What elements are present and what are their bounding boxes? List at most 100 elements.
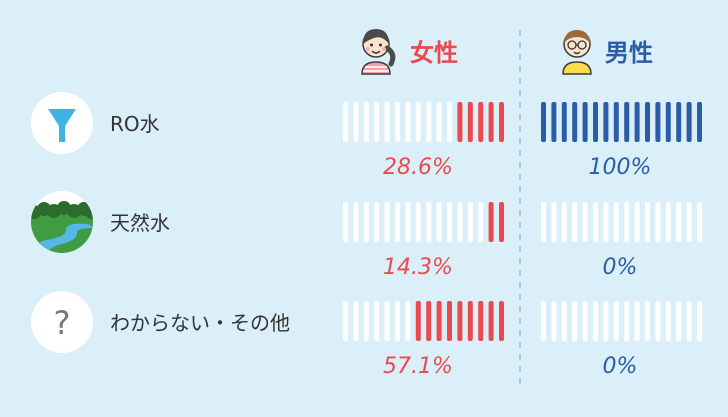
bar-segment-male-1-14	[686, 202, 692, 242]
bar-segment-male-2-0	[541, 301, 546, 341]
bar-segment-female-2-13	[478, 301, 484, 341]
bar-segment-female-0-7	[415, 102, 421, 142]
man-avatar-icon	[562, 30, 592, 75]
bar-segment-female-0-5	[395, 102, 400, 142]
bar-segment-female-0-15	[499, 102, 504, 142]
bar-segment-female-1-7	[415, 202, 421, 242]
bar-segment-male-2-10	[645, 301, 650, 341]
bar-segment-male-1-10	[645, 202, 650, 242]
bar-segment-male-2-13	[676, 301, 682, 341]
bar-segment-male-0-13	[676, 102, 682, 142]
bar-segment-female-1-14	[488, 202, 494, 242]
bar-segment-male-2-1	[551, 301, 557, 341]
bar-segment-female-0-14	[488, 102, 494, 142]
bar-segment-male-2-7	[613, 301, 619, 341]
bar-segment-male-1-15	[697, 202, 702, 242]
bar-segment-female-0-9	[436, 102, 442, 142]
bar-segment-male-0-9	[634, 102, 640, 142]
funnel-icon	[31, 92, 93, 154]
bar-segment-female-2-7	[415, 301, 421, 341]
bar-segment-female-2-4	[384, 301, 390, 341]
bar-segment-male-0-3	[572, 102, 578, 142]
bar-segment-female-1-11	[457, 202, 463, 242]
bar-segment-female-0-8	[426, 102, 432, 142]
bar-segment-female-2-14	[488, 301, 494, 341]
bar-segment-male-1-7	[613, 202, 619, 242]
bar-segment-female-2-12	[467, 301, 473, 341]
bar-segment-male-0-8	[624, 102, 630, 142]
bar-segment-female-1-4	[384, 202, 390, 242]
woman-avatar-icon	[361, 29, 396, 75]
bar-segment-female-0-12	[467, 102, 473, 142]
bar-segment-male-2-8	[624, 301, 630, 341]
bar-segment-male-0-7	[613, 102, 619, 142]
bar-segment-male-0-6	[603, 102, 609, 142]
bar-segment-male-1-0	[541, 202, 546, 242]
svg-text:?: ?	[54, 304, 71, 342]
bar-segment-male-0-4	[582, 102, 588, 142]
bar-segment-male-2-3	[572, 301, 578, 341]
bar-segment-male-2-15	[697, 301, 702, 341]
bar-segment-male-2-4	[582, 301, 588, 341]
bar-segment-male-1-11	[655, 202, 661, 242]
bar-segment-female-2-8	[426, 301, 432, 341]
bar-segment-male-2-9	[634, 301, 640, 341]
bar-segment-male-0-2	[561, 102, 567, 142]
value-labels: 28.6% 14.3% 57.1% 100% 0% 0%	[383, 155, 651, 379]
bar-segment-female-0-4	[384, 102, 390, 142]
bar-segment-female-2-10	[447, 301, 452, 341]
bar-segment-male-0-5	[593, 102, 598, 142]
bar-segment-male-0-1	[551, 102, 557, 142]
bar-segment-male-1-12	[665, 202, 671, 242]
bar-segment-female-2-11	[457, 301, 463, 341]
bar-segment-female-2-2	[363, 301, 369, 341]
bar-segment-female-1-1	[353, 202, 359, 242]
bar-segments	[343, 102, 702, 341]
category-label-unknown: わからない・その他	[110, 311, 290, 335]
bar-segment-female-1-8	[426, 202, 432, 242]
bar-segment-male-0-11	[655, 102, 661, 142]
bar-segment-male-1-4	[582, 202, 588, 242]
bar-segment-female-1-0	[343, 202, 348, 242]
bar-segment-female-0-6	[405, 102, 411, 142]
bar-segment-male-0-12	[665, 102, 671, 142]
bar-segment-female-1-10	[447, 202, 452, 242]
value-label-female-2: 57.1%	[383, 354, 453, 379]
bar-segment-female-2-0	[343, 301, 348, 341]
value-label-male-0: 100%	[589, 155, 652, 180]
bar-segment-male-2-11	[655, 301, 661, 341]
bar-segment-female-0-13	[478, 102, 484, 142]
bar-segment-female-1-13	[478, 202, 484, 242]
bar-segment-male-1-6	[603, 202, 609, 242]
bar-segment-male-1-3	[572, 202, 578, 242]
bar-segment-female-1-6	[405, 202, 411, 242]
value-label-female-0: 28.6%	[383, 155, 453, 180]
bar-segment-female-0-0	[343, 102, 348, 142]
bar-segment-female-0-11	[457, 102, 463, 142]
bar-segment-female-0-10	[447, 102, 452, 142]
bar-segment-male-1-9	[634, 202, 640, 242]
bar-segment-female-1-5	[395, 202, 400, 242]
landscape-icon	[31, 191, 93, 253]
bar-segment-male-0-15	[697, 102, 702, 142]
bar-segment-female-2-6	[405, 301, 411, 341]
bar-segment-male-0-14	[686, 102, 692, 142]
bar-segment-female-0-1	[353, 102, 359, 142]
bar-segment-male-1-13	[676, 202, 682, 242]
series-label-male: 男性	[605, 39, 653, 67]
bar-segment-female-1-3	[374, 202, 380, 242]
bar-segment-female-2-9	[436, 301, 442, 341]
bar-segment-female-1-15	[499, 202, 504, 242]
question-icon: ?	[31, 291, 93, 353]
bar-segment-male-1-2	[561, 202, 567, 242]
bar-segment-male-1-5	[593, 202, 598, 242]
bar-segment-female-1-12	[467, 202, 473, 242]
bar-segment-male-1-8	[624, 202, 630, 242]
bar-segment-female-2-5	[395, 301, 400, 341]
series-label-female: 女性	[410, 39, 458, 67]
bar-segment-male-0-10	[645, 102, 650, 142]
bar-segment-female-2-1	[353, 301, 359, 341]
bar-segment-male-2-2	[561, 301, 567, 341]
category-label-natural-water: 天然水	[110, 211, 170, 235]
